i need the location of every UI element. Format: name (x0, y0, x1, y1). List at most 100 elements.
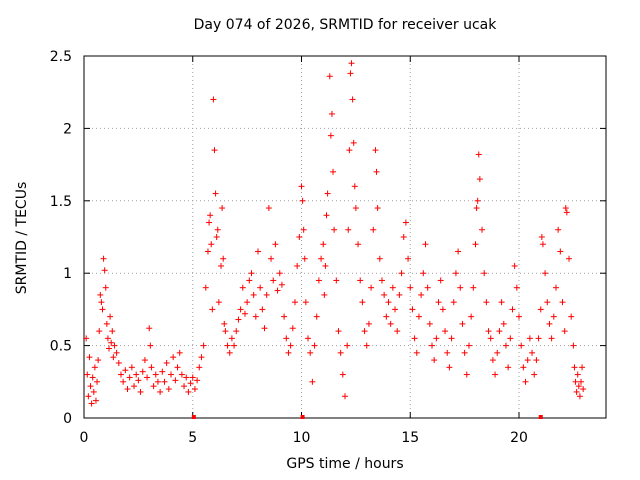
data-point (420, 270, 427, 277)
data-point (157, 388, 164, 395)
plot-frame (83, 55, 607, 419)
data-point (98, 299, 105, 306)
data-point (135, 377, 142, 384)
zero-point-marker (191, 415, 196, 419)
data-point (246, 277, 253, 284)
data-point (206, 219, 213, 226)
baseline-markers (191, 415, 543, 419)
data-point (152, 371, 159, 378)
data-point (365, 320, 372, 327)
data-point (383, 313, 390, 320)
data-point (444, 349, 451, 356)
data-point (204, 248, 211, 255)
data-point (281, 313, 288, 320)
data-point (568, 313, 575, 320)
data-point (222, 328, 229, 335)
y-tick-label: 2 (63, 121, 72, 137)
data-point (285, 349, 292, 356)
data-point (339, 371, 346, 378)
data-point (409, 306, 416, 313)
data-point (580, 386, 587, 393)
data-point (372, 147, 379, 154)
data-point (257, 284, 264, 291)
data-point (263, 291, 270, 298)
data-point (461, 349, 468, 356)
data-point (174, 364, 181, 371)
data-point (470, 284, 477, 291)
data-point (255, 248, 261, 255)
data-point (352, 205, 359, 212)
data-point (418, 291, 425, 298)
data-point (330, 168, 337, 175)
data-point (452, 270, 459, 277)
data-point (159, 368, 166, 375)
data-point (415, 313, 422, 320)
data-point (572, 378, 579, 385)
x-tick-label: 15 (401, 430, 419, 446)
data-point (87, 383, 94, 390)
data-point (84, 371, 91, 378)
data-point (88, 400, 95, 407)
data-point (500, 320, 507, 327)
data-point (185, 388, 192, 395)
data-point (296, 234, 303, 240)
data-point (579, 364, 586, 371)
data-point (213, 234, 220, 240)
data-point (113, 349, 120, 356)
data-point (191, 386, 198, 393)
data-point (345, 226, 352, 233)
data-point (104, 335, 111, 342)
y-tick-label: 0 (63, 411, 72, 427)
data-point (349, 96, 356, 103)
data-point (252, 313, 259, 320)
data-point (302, 299, 309, 306)
data-point (161, 378, 168, 385)
data-point (481, 270, 488, 277)
data-point (524, 357, 531, 364)
data-point (323, 212, 330, 219)
data-point (402, 219, 409, 226)
data-point (522, 378, 529, 385)
data-point (198, 354, 205, 361)
data-point (141, 357, 148, 364)
data-point (289, 325, 296, 332)
data-point (531, 371, 538, 378)
data-point (396, 291, 403, 298)
data-point (476, 176, 483, 183)
data-point (413, 349, 420, 356)
data-point (265, 205, 272, 212)
data-point (307, 349, 314, 356)
data-point (566, 255, 573, 262)
data-point (463, 371, 470, 378)
data-point (178, 371, 185, 378)
data-point (359, 299, 366, 306)
data-point (298, 183, 305, 190)
data-point (309, 378, 316, 385)
data-point (133, 371, 140, 378)
data-point (548, 335, 555, 342)
data-point (320, 241, 327, 248)
data-point (472, 241, 479, 248)
data-point (381, 291, 388, 298)
data-point (485, 328, 492, 335)
data-point (276, 270, 283, 277)
data-point (207, 212, 214, 219)
data-point (146, 325, 153, 332)
data-point (90, 388, 97, 395)
data-point (274, 287, 281, 294)
data-point (163, 359, 170, 366)
data-point (181, 383, 188, 390)
data-point (516, 313, 522, 320)
data-point (398, 270, 405, 277)
data-point (215, 299, 222, 306)
data-point (431, 357, 438, 364)
data-point (241, 310, 248, 317)
data-point (328, 110, 335, 117)
data-point (109, 328, 116, 335)
data-point (212, 190, 219, 197)
data-point (370, 226, 377, 233)
data-point (344, 342, 351, 349)
data-point (363, 342, 370, 349)
data-point (535, 335, 542, 342)
data-point (498, 299, 505, 306)
